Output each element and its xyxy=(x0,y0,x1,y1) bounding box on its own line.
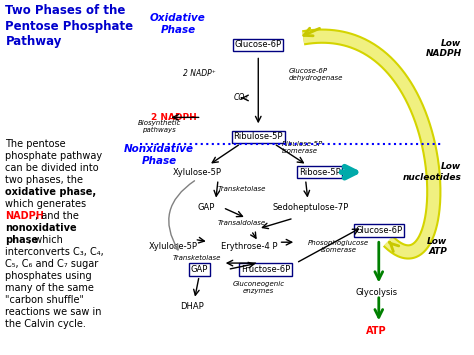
Text: C₅, C₆ and C₇ sugar: C₅, C₆ and C₇ sugar xyxy=(5,259,99,269)
Text: NADPH: NADPH xyxy=(5,211,44,221)
Text: which generates: which generates xyxy=(5,199,87,209)
Text: two phases, the: two phases, the xyxy=(5,175,83,185)
Text: DHAP: DHAP xyxy=(180,302,204,311)
Text: Phosophoglucose
isomerase: Phosophoglucose isomerase xyxy=(308,240,369,253)
Text: Fructose-6P: Fructose-6P xyxy=(241,265,290,274)
Text: GAP: GAP xyxy=(198,203,215,212)
Text: CO₂: CO₂ xyxy=(234,93,248,103)
Text: interconverts C₃, C₄,: interconverts C₃, C₄, xyxy=(5,247,104,257)
Text: phase: phase xyxy=(5,235,38,245)
Text: the Calvin cycle.: the Calvin cycle. xyxy=(5,319,86,329)
Text: , which: , which xyxy=(28,235,63,245)
Text: 2 NADPH: 2 NADPH xyxy=(151,113,197,122)
Text: The pentose: The pentose xyxy=(5,138,66,149)
Text: Ribose-5P: Ribose-5P xyxy=(299,168,341,177)
Text: ATP: ATP xyxy=(366,326,387,336)
Text: Low
ATP: Low ATP xyxy=(427,237,447,256)
Text: Glucose-6P: Glucose-6P xyxy=(355,226,402,235)
Text: reactions we saw in: reactions we saw in xyxy=(5,307,102,317)
Text: 2 NADP⁺: 2 NADP⁺ xyxy=(183,69,216,78)
Text: Xylulose-5P: Xylulose-5P xyxy=(173,168,221,177)
Text: many of the same: many of the same xyxy=(5,283,94,293)
Text: GAP: GAP xyxy=(191,265,208,274)
Text: Low
NADPH: Low NADPH xyxy=(425,39,462,58)
Text: Sedoheptulose-7P: Sedoheptulose-7P xyxy=(272,203,348,212)
Text: Oxidative
Phase: Oxidative Phase xyxy=(150,13,206,35)
Text: Gluconeogenic
enzymes: Gluconeogenic enzymes xyxy=(232,280,284,294)
Text: Erythrose-4 P: Erythrose-4 P xyxy=(220,242,277,251)
Text: Nonxidative
Phase: Nonxidative Phase xyxy=(124,144,194,165)
Text: Glycolysis: Glycolysis xyxy=(356,288,398,297)
Text: oxidative phase,: oxidative phase, xyxy=(5,187,97,197)
Text: nonoxidative: nonoxidative xyxy=(5,223,77,233)
Text: Transketolase: Transketolase xyxy=(218,186,266,192)
Text: can be divided into: can be divided into xyxy=(5,163,99,173)
Text: , and the: , and the xyxy=(35,211,79,221)
Text: Ribulose-5P
isomerase: Ribulose-5P isomerase xyxy=(282,141,323,154)
Text: Low
nucleotides: Low nucleotides xyxy=(402,163,462,182)
Text: Transketolase: Transketolase xyxy=(173,255,221,261)
Text: Glucose-6P
dehydrogenase: Glucose-6P dehydrogenase xyxy=(289,69,343,81)
Text: "carbon shuffle": "carbon shuffle" xyxy=(5,295,84,305)
Text: Transaldolase: Transaldolase xyxy=(218,220,266,226)
Text: Two Phases of the
Pentose Phosphate
Pathway: Two Phases of the Pentose Phosphate Path… xyxy=(5,4,134,48)
Text: Ribulose-5P: Ribulose-5P xyxy=(234,132,283,141)
Text: Biosynthetic
pathways: Biosynthetic pathways xyxy=(137,120,181,133)
Text: phosphates using: phosphates using xyxy=(5,271,92,281)
Text: Glucose-6P: Glucose-6P xyxy=(235,40,282,49)
Text: Xylulose-5P: Xylulose-5P xyxy=(149,242,198,251)
Text: phosphate pathway: phosphate pathway xyxy=(5,151,102,160)
